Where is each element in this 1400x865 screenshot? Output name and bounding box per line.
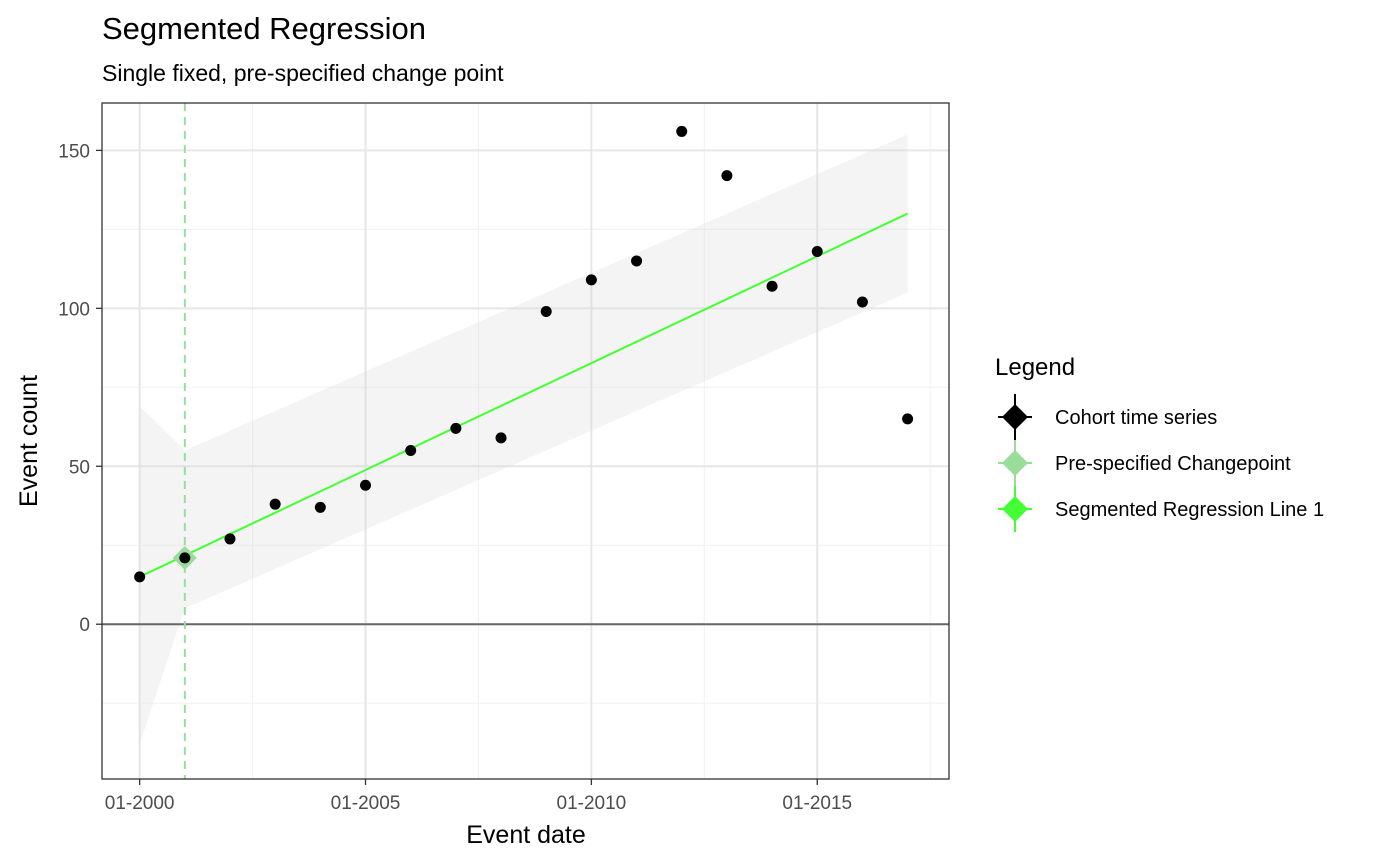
legend-key-diamond — [1002, 496, 1028, 522]
legend-label: Segmented Regression Line 1 — [1055, 499, 1324, 521]
y-axis-title: Event count — [15, 375, 43, 507]
data-point — [811, 245, 823, 257]
y-tick-label: 150 — [58, 141, 90, 162]
x-tick-label: 01-2005 — [331, 793, 401, 814]
data-point — [405, 444, 417, 456]
legend-item: Cohort time series — [998, 394, 1217, 440]
x-tick-label: 01-2015 — [782, 793, 852, 814]
panel-border — [101, 102, 950, 780]
confidence-band — [139, 134, 908, 745]
chart-subtitle: Single fixed, pre-specified change point — [102, 60, 504, 86]
data-point — [676, 125, 688, 137]
legend-label: Cohort time series — [1055, 407, 1217, 429]
data-point — [631, 255, 643, 267]
data-point — [540, 305, 552, 317]
x-tick-label: 01-2000 — [105, 793, 175, 814]
y-tick-label: 0 — [79, 615, 90, 636]
legend-title: Legend — [995, 354, 1075, 381]
legend-key-diamond — [1002, 450, 1028, 476]
legend-item: Segmented Regression Line 1 — [998, 486, 1324, 532]
data-point — [224, 533, 236, 545]
legend-label: Pre-specified Changepoint — [1055, 453, 1291, 475]
y-tick-label: 50 — [69, 457, 90, 478]
data-point — [269, 498, 281, 510]
plot-panel: 0 50 100 150 01-2000 01-2005 01-2010 01-2015 — [58, 102, 950, 814]
data-point — [902, 413, 914, 425]
data-point — [585, 274, 597, 286]
x-tick-label: 01-2010 — [557, 793, 627, 814]
data-point — [314, 501, 326, 513]
data-point — [856, 296, 868, 308]
y-tick-label: 100 — [58, 299, 90, 320]
legend-key-diamond — [1002, 404, 1028, 430]
legend-item: Pre-specified Changepoint — [998, 440, 1291, 486]
x-axis-title: Event date — [466, 821, 586, 849]
legend: Legend Cohort time series Pre-specified C… — [995, 354, 1324, 532]
data-point — [766, 280, 778, 292]
regression-line — [139, 212, 909, 578]
data-point — [179, 552, 191, 564]
data-point — [495, 432, 507, 444]
data-point — [134, 571, 146, 583]
data-point — [450, 422, 462, 434]
chart-title: Segmented Regression — [102, 11, 426, 46]
data-point — [721, 170, 733, 182]
data-point — [360, 479, 372, 491]
